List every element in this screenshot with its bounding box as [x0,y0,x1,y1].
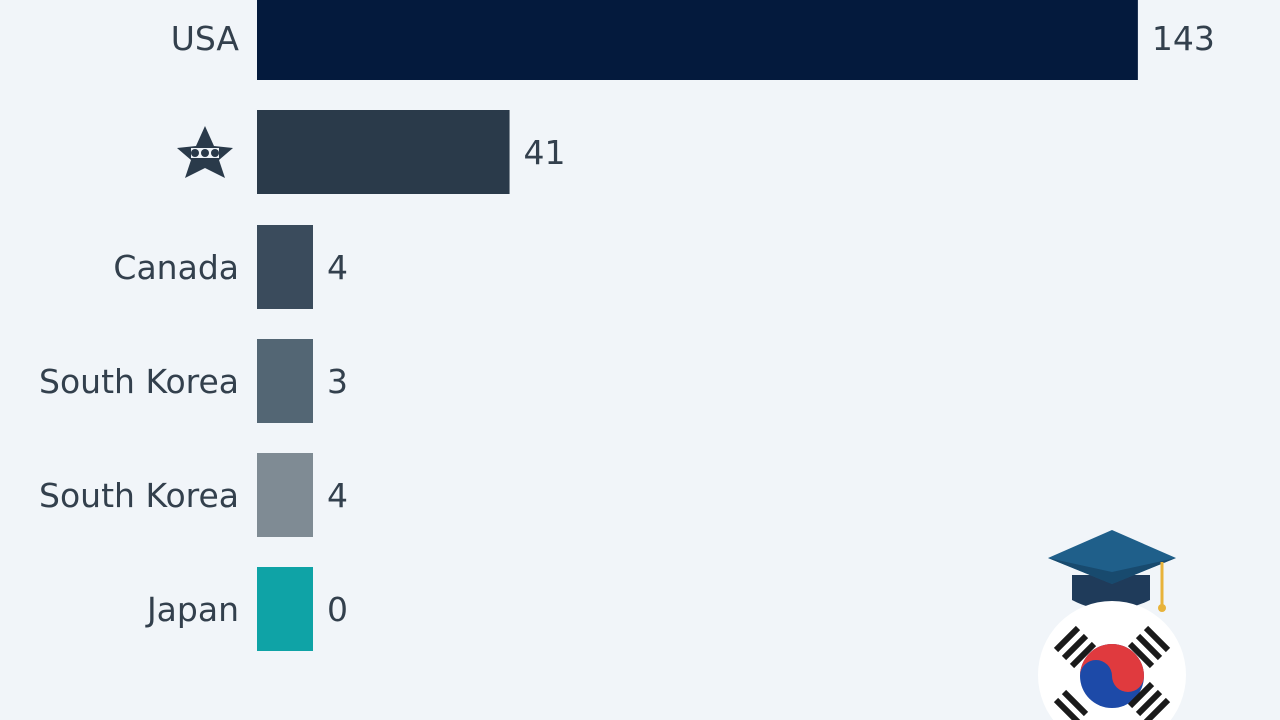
category-label-4: South Korea [39,362,239,401]
star-emblem-icon [177,126,233,178]
bar-4 [257,339,313,423]
value-label-5: 4 [327,476,348,515]
value-label-6: 0 [327,590,348,629]
category-label-6: Japan [145,590,239,629]
bars-layer: USA 143 41 Canada 4 South Korea 3 South Korea 4 J… [39,0,1215,651]
value-label-1: 143 [1152,19,1215,58]
category-label-3: Canada [113,248,239,287]
category-label-5: South Korea [39,476,239,515]
bar-6 [257,567,313,651]
graduation-cap-icon [1048,530,1176,612]
bar-2 [257,110,510,194]
bar-1 [257,0,1138,80]
value-label-3: 4 [327,248,348,287]
south-korea-flag-icon [1038,601,1186,720]
category-label-1: USA [171,19,240,58]
value-label-2: 41 [524,133,566,172]
bar-5 [257,453,313,537]
value-label-4: 3 [327,362,348,401]
bar-3 [257,225,313,309]
